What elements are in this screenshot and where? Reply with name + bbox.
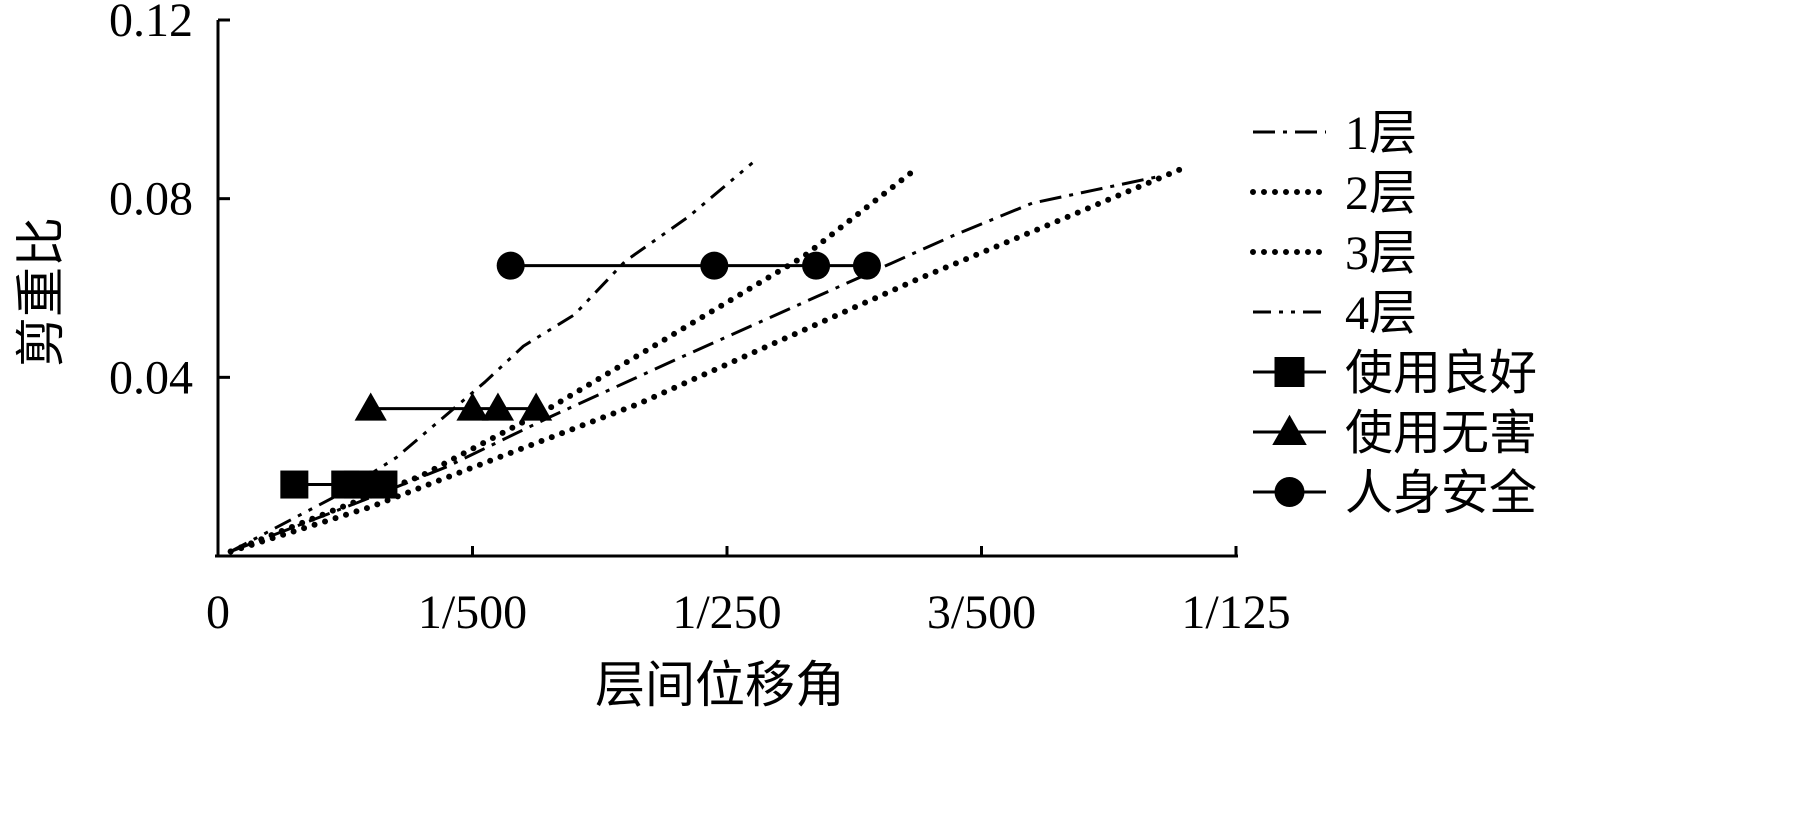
y-axis-title: 剪重比	[12, 217, 70, 367]
square-marker	[369, 470, 398, 499]
circle-marker	[802, 251, 831, 280]
circle-marker	[700, 251, 729, 280]
axis-ticks: 0 1/500 1/250 3/500 1/125 0.04 0.08 0.12	[109, 0, 1291, 639]
triangle-marker	[354, 392, 387, 421]
x-tick-label: 1/500	[418, 586, 527, 639]
x-tick-label: 1/250	[672, 586, 781, 639]
legend-label: 4层	[1345, 287, 1417, 340]
x-tick-label: 1/125	[1181, 586, 1290, 639]
circle-marker	[1274, 477, 1305, 507]
legend-label: 2层	[1345, 167, 1417, 220]
series-line	[227, 164, 921, 555]
y-tick-label: 0.04	[109, 351, 193, 404]
performance-markers	[280, 251, 881, 499]
y-tick-label: 0.12	[109, 0, 193, 47]
triangle-marker	[520, 392, 553, 421]
x-axis-title: 层间位移角	[595, 656, 845, 714]
legend-label: 人身安全	[1345, 467, 1537, 520]
legend-label: 3层	[1345, 227, 1417, 280]
square-marker	[343, 470, 372, 499]
triangle-marker	[456, 392, 489, 421]
legend-label: 1层	[1345, 107, 1417, 160]
legend-label: 使用无害	[1345, 407, 1537, 460]
legend-label: 使用良好	[1345, 347, 1537, 400]
triangle-marker	[1272, 414, 1307, 445]
circle-marker	[852, 251, 881, 280]
circle-marker	[496, 251, 525, 280]
series-line	[230, 161, 754, 553]
x-tick-label: 0	[206, 586, 230, 639]
y-tick-label: 0.08	[109, 173, 193, 226]
x-tick-label: 3/500	[927, 586, 1036, 639]
series-line	[227, 164, 1189, 555]
square-marker	[280, 470, 309, 499]
square-marker	[1274, 357, 1305, 387]
triangle-marker	[481, 392, 515, 421]
